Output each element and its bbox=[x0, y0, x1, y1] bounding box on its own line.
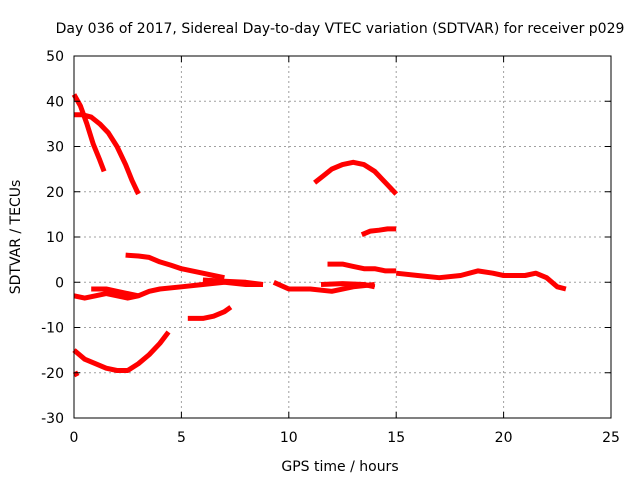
axis-ticks: 0 5 10 15 20 25 -30 -20 -10 0 10 20 30 40 50 bbox=[41, 49, 620, 446]
series-arc-n bbox=[327, 261, 397, 274]
y-tick-label: 10 bbox=[46, 230, 64, 246]
y-tick-label: -10 bbox=[41, 321, 64, 337]
x-tick-label: 0 bbox=[70, 430, 79, 446]
series-arc-b bbox=[74, 112, 141, 196]
y-tick-label: 0 bbox=[55, 275, 64, 291]
x-tick-label: 10 bbox=[280, 430, 298, 446]
series-arc-o bbox=[395, 268, 567, 292]
series-arc-l bbox=[313, 159, 399, 196]
series-arc-k bbox=[320, 281, 376, 290]
series-arc-h bbox=[202, 277, 264, 287]
grid-lines bbox=[74, 56, 611, 418]
y-tick-label: 50 bbox=[46, 49, 64, 65]
y-tick-label: -20 bbox=[41, 366, 64, 382]
series-arc-g bbox=[125, 252, 225, 281]
x-tick-label: 20 bbox=[495, 430, 513, 446]
y-tick-label: -30 bbox=[41, 411, 64, 427]
series-arc-f bbox=[91, 286, 139, 299]
y-tick-label: 30 bbox=[46, 140, 64, 156]
series-arc-c bbox=[72, 330, 171, 373]
series-group bbox=[71, 93, 567, 378]
x-axis-label: GPS time / hours bbox=[281, 459, 398, 475]
series-arc-i bbox=[187, 305, 233, 321]
y-tick-label: 40 bbox=[46, 94, 64, 110]
y-tick-label: 20 bbox=[46, 185, 64, 201]
x-tick-label: 25 bbox=[602, 430, 620, 446]
series-arc-a bbox=[71, 93, 107, 173]
x-tick-label: 5 bbox=[177, 430, 186, 446]
series-arc-m bbox=[360, 226, 397, 238]
y-axis-label: SDTVAR / TECUs bbox=[8, 180, 24, 295]
chart-title: Day 036 of 2017, Sidereal Day-to-day VTE… bbox=[56, 21, 625, 37]
x-tick-label: 15 bbox=[387, 430, 405, 446]
